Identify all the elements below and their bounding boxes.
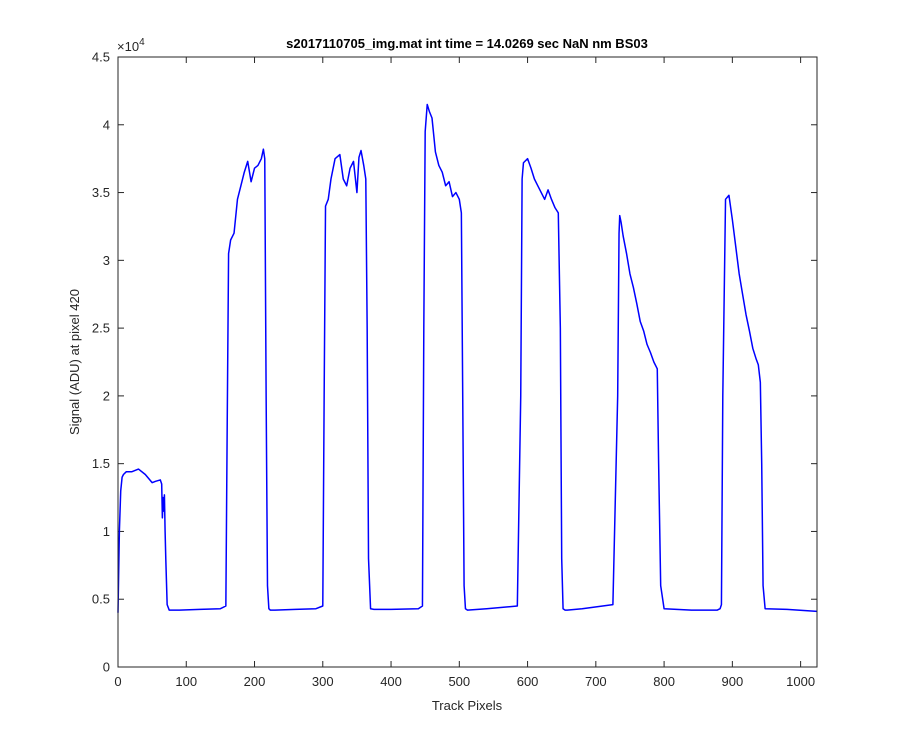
- exponent-label: ×104: [117, 37, 145, 54]
- x-tick-label: 200: [244, 674, 266, 689]
- exponent-power: 4: [139, 37, 145, 48]
- y-tick-label: 1: [103, 524, 110, 539]
- series-line: [117, 103, 818, 613]
- x-axis-label: Track Pixels: [432, 698, 503, 713]
- x-tick-labels: 0 100 200 300 400 500 600 700 800 900 1000: [114, 674, 815, 689]
- chart-title: s2017110705_img.mat int time = 14.0269 s…: [286, 36, 648, 51]
- plot-area: [118, 57, 817, 667]
- exponent-base: ×10: [117, 39, 139, 54]
- y-tick-label: 1.5: [92, 456, 110, 471]
- y-axis-label: Signal (ADU) at pixel 420: [67, 289, 82, 435]
- y-tick-label: 3.5: [92, 185, 110, 200]
- x-tick-label: 1000: [786, 674, 815, 689]
- x-tick-label: 600: [517, 674, 539, 689]
- y-tick-label: 4: [103, 117, 110, 132]
- x-tick-label: 0: [114, 674, 121, 689]
- y-tick-label: 3: [103, 253, 110, 268]
- x-tick-label: 400: [380, 674, 402, 689]
- x-tick-label: 800: [653, 674, 675, 689]
- y-tick-label: 0: [103, 660, 110, 675]
- x-tick-label: 700: [585, 674, 607, 689]
- x-tick-label: 500: [448, 674, 470, 689]
- y-tick-label: 0.5: [92, 592, 110, 607]
- x-tick-label: 900: [722, 674, 744, 689]
- x-tick-label: 300: [312, 674, 334, 689]
- y-tick-label: 2: [103, 388, 110, 403]
- y-tick-label: 4.5: [92, 50, 110, 65]
- y-tick-labels: 0 0.5 1 1.5 2 2.5 3 3.5 4 4.5: [92, 50, 110, 675]
- x-tick-label: 100: [175, 674, 197, 689]
- axes-box: [117, 56, 818, 668]
- y-tick-label: 2.5: [92, 321, 110, 336]
